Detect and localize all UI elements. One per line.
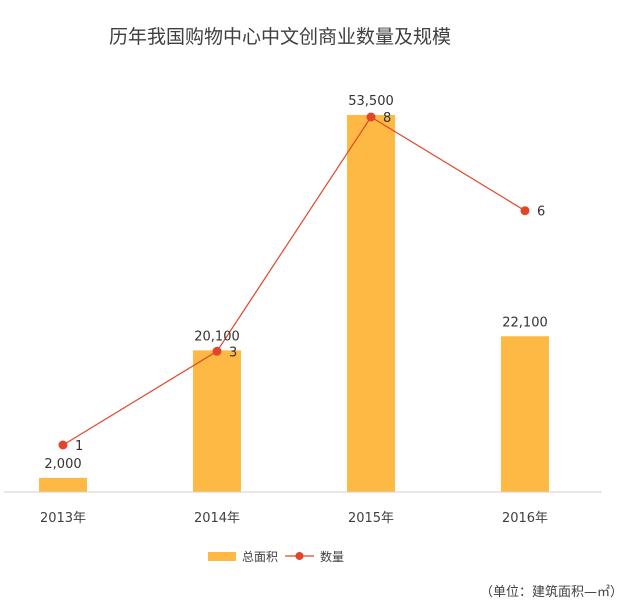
bar-label-2: 20,100 xyxy=(194,329,240,344)
legend: 总面积 数量 xyxy=(208,549,344,564)
x-tick-label-3: 2015年 xyxy=(348,511,394,526)
labels-layer: 2,000 20,100 53,500 22,100 1 3 8 6 2013年 2014年 201… xyxy=(40,94,548,526)
legend-swatch-总面积 xyxy=(208,552,236,561)
bar-3 xyxy=(347,115,395,492)
line-label-3: 8 xyxy=(383,111,391,126)
bar-label-4: 22,100 xyxy=(502,315,548,330)
legend-swatch-dot-数量 xyxy=(295,552,304,560)
line-point-3 xyxy=(366,112,376,122)
bar-1 xyxy=(39,477,87,492)
unit-note: （单位：建筑面积—㎡） xyxy=(479,585,623,600)
line-label-1: 1 xyxy=(75,439,83,454)
x-tick-label-2: 2014年 xyxy=(194,511,240,526)
line-point-2 xyxy=(212,346,222,356)
chart-title: 历年我国购物中心中文创商业数量及规模 xyxy=(108,26,451,48)
line-point-1 xyxy=(58,440,68,450)
legend-label-数量: 数量 xyxy=(320,549,344,564)
line-point-4 xyxy=(520,206,530,216)
legend-label-总面积: 总面积 xyxy=(242,550,278,564)
series-line-数量 xyxy=(62,116,526,446)
line-layer xyxy=(58,112,530,450)
bars-layer xyxy=(39,115,549,492)
bar-label-3: 53,500 xyxy=(348,94,394,109)
bar-2 xyxy=(193,350,241,492)
line-label-2: 3 xyxy=(229,345,237,360)
line-label-4: 6 xyxy=(537,205,545,220)
x-tick-label-1: 2013年 xyxy=(40,511,86,526)
bar-label-1: 2,000 xyxy=(44,457,81,472)
bar-4 xyxy=(501,336,549,492)
x-tick-label-4: 2016年 xyxy=(502,511,548,526)
